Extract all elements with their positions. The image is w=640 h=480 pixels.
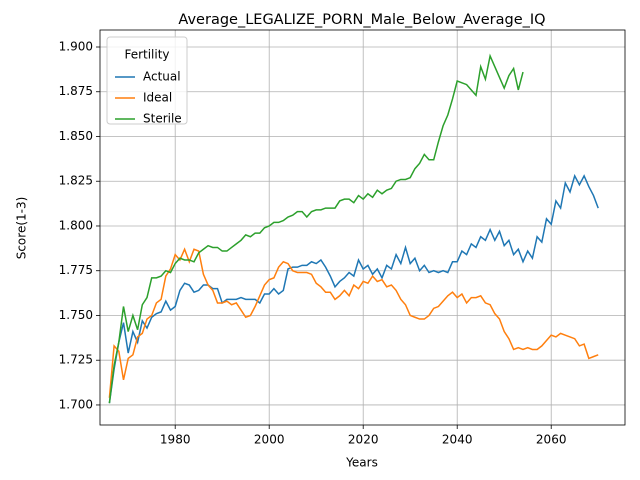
y-tick-label: 1.900 [59,40,93,54]
x-tick-label: 2020 [348,433,379,447]
y-tick-label: 1.825 [59,174,93,188]
y-tick-label: 1.850 [59,129,93,143]
line [108,53,524,404]
y-axis-label: Score(1-3) [15,197,29,260]
legend-box [106,36,188,125]
y-tick-label: 1.725 [59,353,93,367]
y-tick-label: 1.800 [59,218,93,232]
y-tick-label: 1.750 [59,308,93,322]
line [108,247,599,398]
x-tick-label: 2040 [442,433,473,447]
y-tick-label: 1.700 [59,397,93,411]
chart-title: Average_LEGALIZE_PORN_Male_Below_Average… [178,12,545,28]
line [108,173,599,404]
x-tick-label: 1980 [160,433,191,447]
x-tick-label: 2060 [536,433,567,447]
x-axis-label: Years [345,456,378,470]
legend-title: Fertility [124,48,169,62]
y-tick-label: 1.875 [59,84,93,98]
legend-label: Ideal [143,91,172,105]
plot-frame [99,29,626,426]
x-tick-label: 2000 [254,433,285,447]
legend-label: Sterile [143,112,182,126]
legend-label: Actual [143,70,181,84]
y-tick-label: 1.775 [59,263,93,277]
